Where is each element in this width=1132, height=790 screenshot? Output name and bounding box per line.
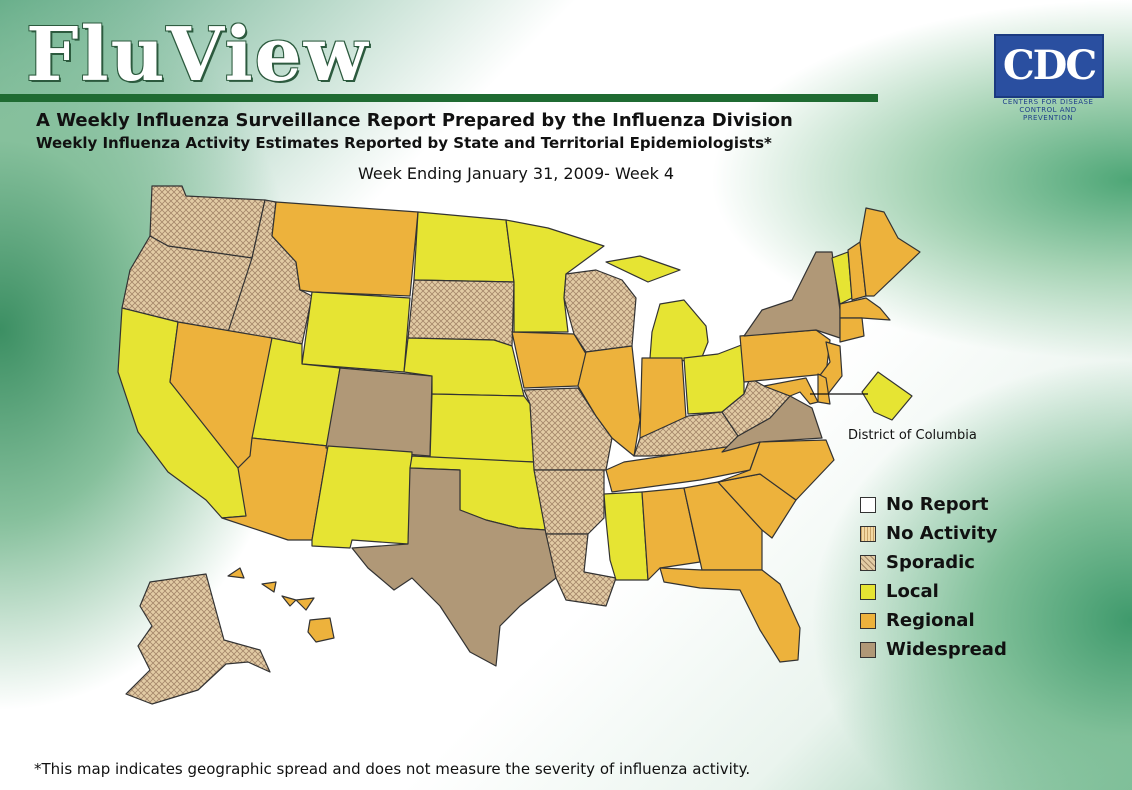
legend-item-widespread: Widespread xyxy=(860,635,1007,664)
state-ct[interactable] xyxy=(839,317,865,343)
brand-title: FluView xyxy=(26,14,369,96)
state-wy[interactable] xyxy=(301,291,411,373)
state-mi[interactable] xyxy=(605,255,709,363)
legend: No Report No Activity Sporadic Local Reg… xyxy=(860,490,1007,664)
state-sd[interactable] xyxy=(407,279,515,347)
legend-swatch xyxy=(860,583,876,600)
legend-swatch xyxy=(860,641,876,658)
state-ia[interactable] xyxy=(511,331,587,389)
state-ny[interactable] xyxy=(743,251,841,339)
legend-label: No Activity xyxy=(886,523,998,544)
state-al[interactable] xyxy=(641,487,701,581)
cdc-tagline: CENTERS FOR DISEASE CONTROL AND PREVENTI… xyxy=(1002,98,1094,122)
week-label: Week Ending January 31, 2009- Week 4 xyxy=(358,164,675,183)
cdc-logo: CDC xyxy=(994,34,1104,98)
state-tx[interactable] xyxy=(351,467,557,667)
legend-swatch xyxy=(860,554,876,571)
state-ks[interactable] xyxy=(429,393,535,463)
title-divider xyxy=(0,94,878,102)
state-il[interactable] xyxy=(577,345,641,457)
legend-item-regional: Regional xyxy=(860,606,1007,635)
state-hi[interactable] xyxy=(227,567,335,643)
footnote: *This map indicates geographic spread an… xyxy=(34,760,751,778)
report-subtitle-2: Weekly Influenza Activity Estimates Repo… xyxy=(36,134,772,152)
state-de[interactable] xyxy=(817,373,831,405)
state-nm[interactable] xyxy=(311,445,413,549)
legend-label: Regional xyxy=(886,610,975,631)
legend-label: Local xyxy=(886,581,939,602)
state-mo[interactable] xyxy=(523,387,613,471)
legend-item-no-report: No Report xyxy=(860,490,1007,519)
dc-label: District of Columbia xyxy=(848,428,977,443)
legend-item-sporadic: Sporadic xyxy=(860,548,1007,577)
state-ak[interactable] xyxy=(125,573,271,705)
state-ms[interactable] xyxy=(603,491,649,581)
report-subtitle: A Weekly Influenza Surveillance Report P… xyxy=(36,110,793,131)
state-co[interactable] xyxy=(325,367,433,457)
legend-swatch xyxy=(860,496,876,513)
state-pa[interactable] xyxy=(739,329,831,383)
state-ar[interactable] xyxy=(533,469,605,535)
legend-label: Sporadic xyxy=(886,552,975,573)
legend-label: Widespread xyxy=(886,639,1007,660)
state-ga[interactable] xyxy=(683,481,763,571)
state-fl[interactable] xyxy=(659,567,801,663)
state-dc[interactable] xyxy=(861,371,913,421)
state-la[interactable] xyxy=(545,533,617,607)
state-md[interactable] xyxy=(763,377,819,405)
state-me[interactable] xyxy=(859,207,921,297)
state-nd[interactable] xyxy=(413,211,515,283)
legend-swatch xyxy=(860,525,876,542)
legend-label: No Report xyxy=(886,494,989,515)
legend-item-no-activity: No Activity xyxy=(860,519,1007,548)
legend-item-local: Local xyxy=(860,577,1007,606)
state-ma[interactable] xyxy=(839,297,891,321)
fluview-wordmark: FluView xyxy=(26,12,370,98)
legend-swatch xyxy=(860,612,876,629)
